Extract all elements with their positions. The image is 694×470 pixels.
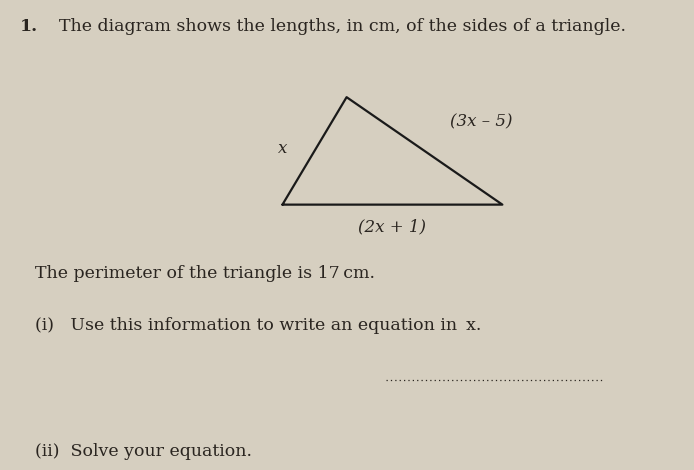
Text: (2x + 1): (2x + 1) [358,219,426,235]
Text: The perimeter of the triangle is 17 cm.: The perimeter of the triangle is 17 cm. [35,266,375,282]
Text: The diagram shows the lengths, in cm, of the sides of a triangle.: The diagram shows the lengths, in cm, of… [60,18,627,35]
Text: x: x [278,140,287,157]
Text: (3x – 5): (3x – 5) [450,113,513,131]
Text: 1.: 1. [19,18,38,35]
Text: (ii)  Solve your equation.: (ii) Solve your equation. [35,443,252,460]
Text: (i)   Use this information to write an equation in  x.: (i) Use this information to write an equ… [35,317,482,334]
